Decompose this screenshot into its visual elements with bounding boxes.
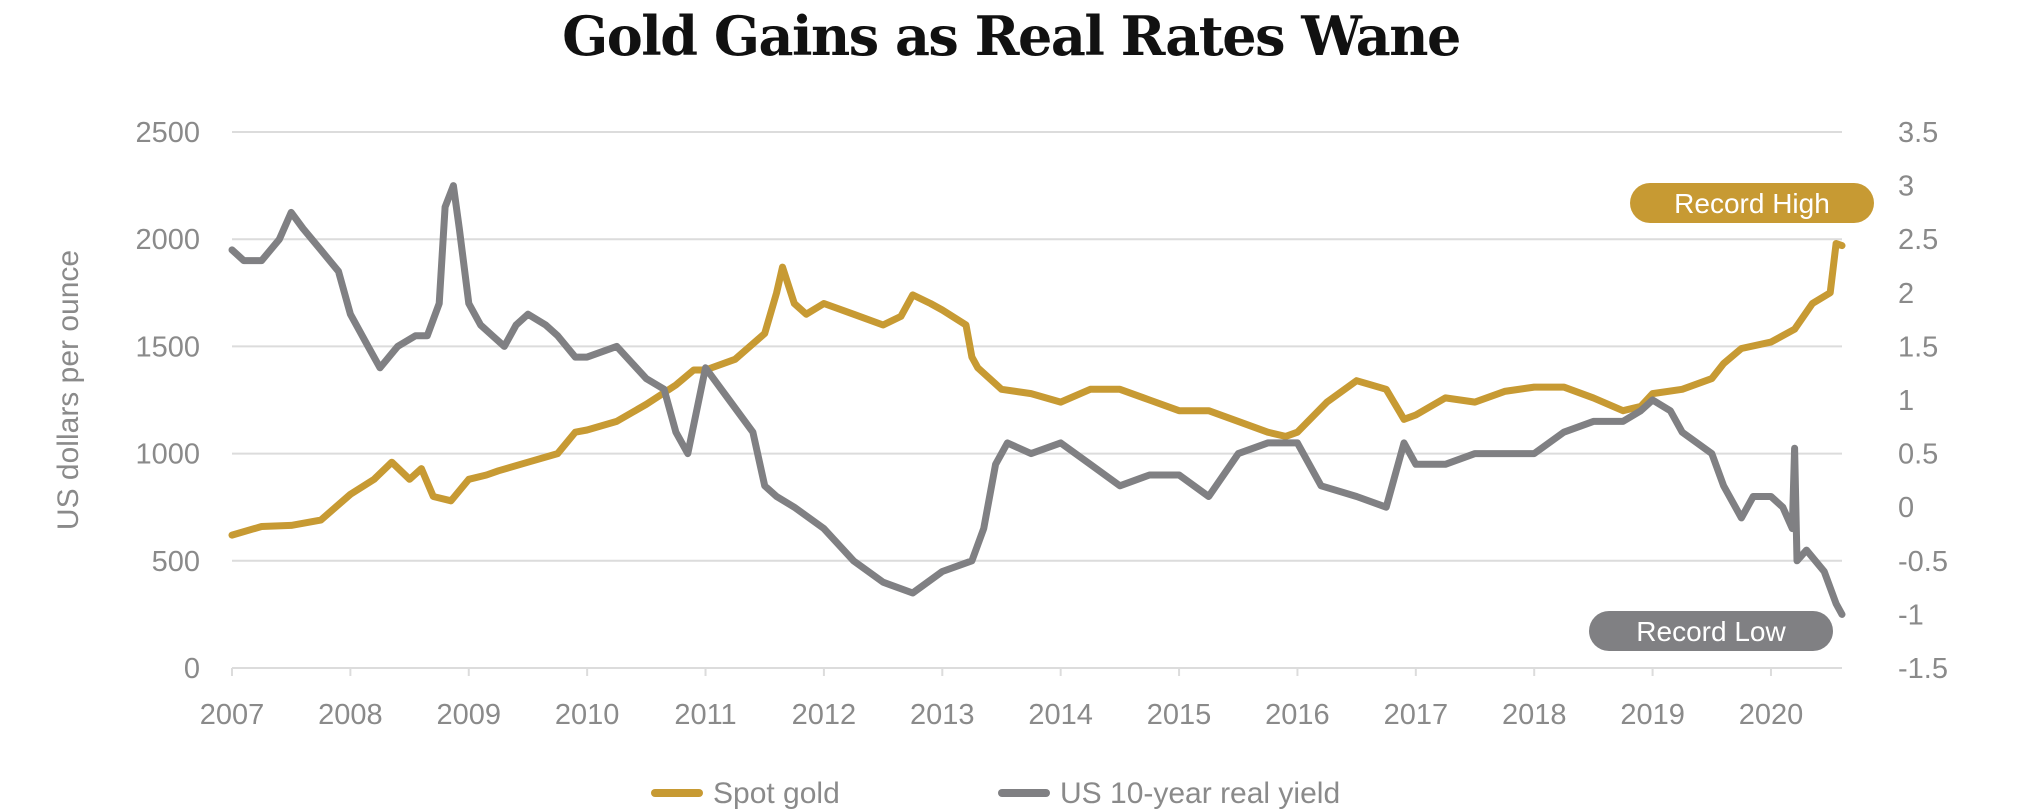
legend-label-0: Spot gold bbox=[713, 777, 840, 810]
legend: Spot gold US 10-year real yield bbox=[651, 777, 1340, 810]
x-tick-label: 2016 bbox=[1265, 699, 1330, 731]
y-left-tick-label: 0 bbox=[184, 653, 200, 685]
y-axis-left-label: US dollars per ounce bbox=[52, 250, 85, 530]
x-tick-label: 2015 bbox=[1147, 699, 1212, 731]
record-low-callout-label: Record Low bbox=[1636, 616, 1786, 647]
x-tick-label: 2019 bbox=[1620, 699, 1685, 731]
series-line-0 bbox=[228, 240, 1846, 539]
record-high-callout-label: Record High bbox=[1674, 188, 1830, 219]
x-tick-label: 2009 bbox=[437, 699, 502, 731]
series-lines bbox=[228, 182, 1846, 618]
y-left-tick-label: 2000 bbox=[135, 224, 200, 256]
x-tick-label: 2018 bbox=[1502, 699, 1567, 731]
callouts: Record High Record Low bbox=[1589, 183, 1874, 651]
y-right-tick-label: 3.5 bbox=[1898, 117, 1938, 149]
series-line-1 bbox=[228, 182, 1846, 618]
y-left-tick-label: 2500 bbox=[135, 117, 200, 149]
y-right-tick-label: 0.5 bbox=[1898, 439, 1938, 471]
y-right-tick-label: 2 bbox=[1898, 278, 1914, 310]
y-right-tick-label: -1 bbox=[1898, 599, 1924, 631]
y-left-tick-label: 1000 bbox=[135, 439, 200, 471]
x-tick-label: 2011 bbox=[674, 699, 736, 731]
y-right-tick-label: -1.5 bbox=[1898, 653, 1948, 685]
x-tick-label: 2020 bbox=[1739, 699, 1804, 731]
x-tick-label: 2014 bbox=[1028, 699, 1093, 731]
y-left-tick-label: 500 bbox=[152, 546, 200, 578]
x-tick-label: 2007 bbox=[200, 699, 265, 731]
y-right-tick-label: 1 bbox=[1898, 385, 1914, 417]
legend-label-1: US 10-year real yield bbox=[1060, 777, 1340, 810]
y-right-tick-label: 3 bbox=[1898, 171, 1914, 203]
x-axis-ticks: 2007 2008 2009 2010 2011 2012 2013 2014 2015 2016… bbox=[200, 668, 1803, 731]
y-axis-right-ticks: -1.5 -1 -0.5 0 0.5 1 1.5 2 2.5 3 3.5 bbox=[1898, 117, 1948, 685]
y-right-tick-label: -0.5 bbox=[1898, 546, 1948, 578]
chart-title: Gold Gains as Real Rates Wane bbox=[562, 4, 1461, 68]
record-low-callout-bg bbox=[1589, 611, 1833, 651]
y-axis-left-ticks: 0 500 1000 1500 2000 2500 bbox=[135, 117, 200, 685]
y-right-tick-label: 1.5 bbox=[1898, 331, 1938, 363]
x-tick-label: 2010 bbox=[555, 699, 620, 731]
y-right-tick-label: 2.5 bbox=[1898, 224, 1938, 256]
y-right-tick-label: 0 bbox=[1898, 492, 1914, 524]
x-tick-label: 2013 bbox=[910, 699, 975, 731]
record-high-callout-bg bbox=[1630, 183, 1874, 223]
x-tick-label: 2017 bbox=[1384, 699, 1449, 731]
x-tick-label: 2012 bbox=[792, 699, 857, 731]
y-left-tick-label: 1500 bbox=[135, 331, 200, 363]
x-tick-label: 2008 bbox=[318, 699, 383, 731]
